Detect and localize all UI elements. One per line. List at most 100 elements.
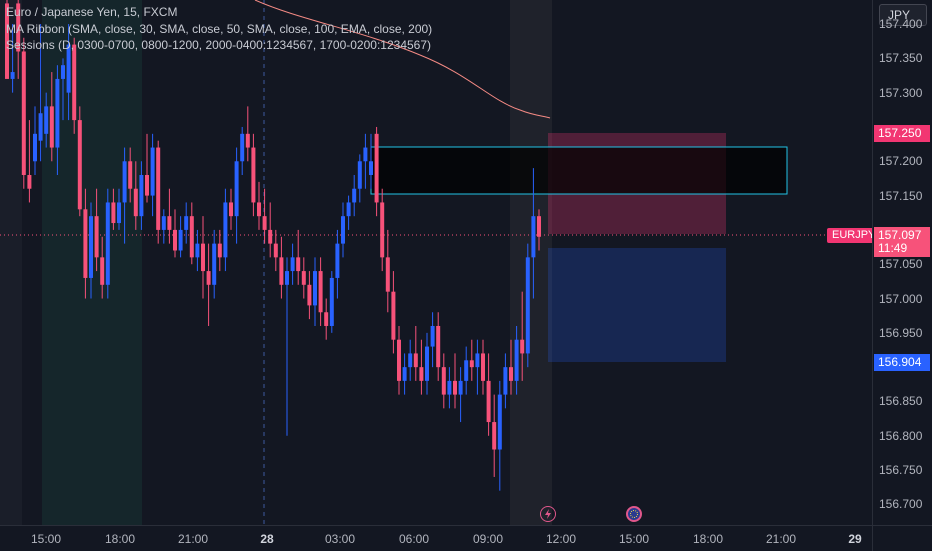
- candle-body: [145, 175, 149, 196]
- candle-body: [537, 216, 541, 237]
- eu-flag-icon[interactable]: [626, 506, 642, 522]
- price-label: 157.000: [879, 291, 923, 306]
- time-tick: 15:00: [30, 532, 62, 546]
- candle-body: [21, 51, 26, 175]
- candle-body: [77, 120, 82, 210]
- current-price-badge: 157.097 11:49: [874, 227, 930, 257]
- candle-body: [201, 243, 205, 272]
- sessions-legend[interactable]: Sessions (D, 0300-0700, 0800-1200, 2000-…: [6, 38, 432, 52]
- time-tick: 18:00: [692, 532, 724, 546]
- candle-body: [385, 257, 390, 292]
- candle-body: [111, 202, 116, 224]
- candle-body: [397, 339, 401, 381]
- candle-body: [223, 202, 228, 258]
- time-tick: 15:00: [618, 532, 650, 546]
- candle-body: [425, 346, 429, 381]
- candle-body: [296, 257, 301, 272]
- candle-body: [212, 243, 217, 285]
- bar-countdown: 11:49: [878, 241, 908, 255]
- candle-body: [38, 113, 43, 141]
- candle-body: [285, 271, 289, 285]
- price-label: 156.950: [879, 325, 923, 340]
- candle-body: [497, 394, 502, 450]
- price-label: 157.400: [879, 17, 923, 32]
- candle-body: [55, 78, 60, 148]
- candle-body: [33, 133, 37, 162]
- candle-body: [447, 380, 452, 395]
- candle-body: [329, 277, 334, 326]
- chart-title: Euro / Japanese Yen, 15, FXCM: [6, 5, 178, 19]
- candle-body: [413, 353, 418, 368]
- time-tick: 06:00: [398, 532, 430, 546]
- candle-body: [229, 202, 233, 217]
- candle-body: [150, 147, 155, 196]
- candle-body: [346, 202, 351, 217]
- candle-body: [206, 271, 211, 285]
- candle-body: [5, 3, 9, 79]
- lightning-icon[interactable]: [540, 506, 556, 522]
- candle-body: [83, 209, 88, 278]
- stop-zone[interactable]: [548, 248, 726, 362]
- time-tick: 21:00: [765, 532, 797, 546]
- current-price-value: 157.097: [878, 228, 922, 242]
- price-scale[interactable]: JPY 157.400 157.350 157.300 157.200 157.150 1…: [872, 0, 932, 525]
- price-label: 156.750: [879, 463, 923, 478]
- candle-body: [161, 216, 166, 230]
- candle-body: [100, 257, 105, 285]
- candle-body: [89, 216, 93, 278]
- price-label: 157.050: [879, 257, 923, 272]
- candle-body: [178, 229, 183, 251]
- candle-body: [16, 3, 21, 52]
- session-shading: [510, 0, 552, 525]
- candle-body: [184, 216, 189, 230]
- chart-pane[interactable]: Euro / Japanese Yen, 15, FXCM MA Ribbon …: [0, 0, 872, 525]
- candle-body: [245, 133, 250, 148]
- candle-body: [402, 367, 407, 381]
- candle-body: [531, 216, 536, 258]
- price-label: 156.700: [879, 497, 923, 512]
- price-label: 157.200: [879, 154, 923, 169]
- candle-body: [341, 216, 345, 244]
- candle-body: [335, 243, 340, 278]
- candle-body: [27, 175, 32, 189]
- chart-canvas[interactable]: [0, 0, 872, 525]
- candle-body: [453, 380, 457, 395]
- time-axis[interactable]: 15:00 18:00 21:00 28 03:00 06:00 09:00 12:00 15:…: [0, 525, 872, 551]
- candle-body: [128, 161, 133, 189]
- time-tick: 28: [260, 532, 274, 546]
- candle-body: [436, 325, 441, 368]
- candle-body: [189, 216, 194, 258]
- candle-body: [464, 360, 469, 381]
- candle-body: [352, 188, 357, 203]
- price-label: 156.800: [879, 428, 923, 443]
- time-tick: 29: [848, 532, 862, 546]
- time-tick: 03:00: [324, 532, 356, 546]
- symbol-price-tag: EURJPY: [827, 228, 872, 243]
- candle-body: [318, 271, 323, 313]
- ma-ribbon-legend[interactable]: MA Ribbon (SMA, close, 30, SMA, close, 5…: [6, 22, 433, 36]
- candle-body: [307, 284, 312, 306]
- candle-body: [509, 367, 513, 381]
- candle-body: [173, 229, 177, 251]
- session-shading: [0, 0, 22, 525]
- candle-body: [105, 202, 110, 285]
- time-tick: 12:00: [545, 532, 577, 546]
- currency-button[interactable]: JPY: [879, 4, 927, 26]
- candle-body: [408, 353, 413, 368]
- candle-body: [374, 133, 379, 203]
- range-box[interactable]: [370, 146, 788, 195]
- price-label: 156.850: [879, 394, 923, 409]
- candle-body: [363, 147, 368, 162]
- candle-body: [66, 44, 71, 93]
- axis-corner: [872, 525, 932, 551]
- price-label: 157.300: [879, 85, 923, 100]
- candle-body: [10, 72, 15, 79]
- time-tick: 09:00: [472, 532, 504, 546]
- candle-body: [133, 188, 138, 217]
- candle-body: [240, 133, 245, 162]
- candle-body: [481, 353, 485, 381]
- candle-body: [273, 243, 278, 258]
- candle-body: [430, 325, 435, 347]
- price-label: 157.350: [879, 51, 923, 66]
- candles-group: [5, 0, 541, 491]
